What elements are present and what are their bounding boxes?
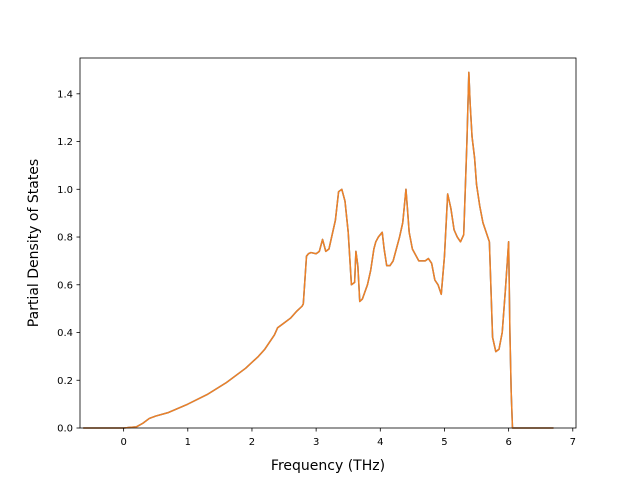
x-tick-label: 2 xyxy=(249,437,255,448)
y-axis-label: Partial Density of States xyxy=(26,159,42,327)
y-tick-label: 0.6 xyxy=(57,280,73,291)
x-tick-label: 1 xyxy=(185,437,191,448)
x-tick-label: 3 xyxy=(313,437,319,448)
y-tick-label: 1.2 xyxy=(57,137,73,148)
x-tick-label: 7 xyxy=(570,437,576,448)
y-tick-label: 0.0 xyxy=(57,424,73,435)
x-tick-label: 5 xyxy=(441,437,447,448)
y-tick-label: 1.4 xyxy=(57,89,73,100)
x-axis-ticks: 0 1 2 3 4 5 6 7 xyxy=(120,428,576,448)
y-tick-label: 1.0 xyxy=(57,185,73,196)
y-tick-label: 0.2 xyxy=(57,376,73,387)
x-tick-label: 0 xyxy=(120,437,126,448)
x-tick-label: 4 xyxy=(377,437,383,448)
y-axis-ticks: 0.0 0.2 0.4 0.6 0.8 1.0 1.2 1.4 xyxy=(57,89,80,435)
series-layer xyxy=(83,71,554,429)
series-line-2 xyxy=(83,71,554,429)
x-tick-label: 6 xyxy=(505,437,511,448)
y-tick-label: 0.4 xyxy=(57,328,73,339)
axes-frame xyxy=(79,57,577,429)
y-tick-label: 0.8 xyxy=(57,233,73,244)
x-axis-label: Frequency (THz) xyxy=(271,458,385,474)
